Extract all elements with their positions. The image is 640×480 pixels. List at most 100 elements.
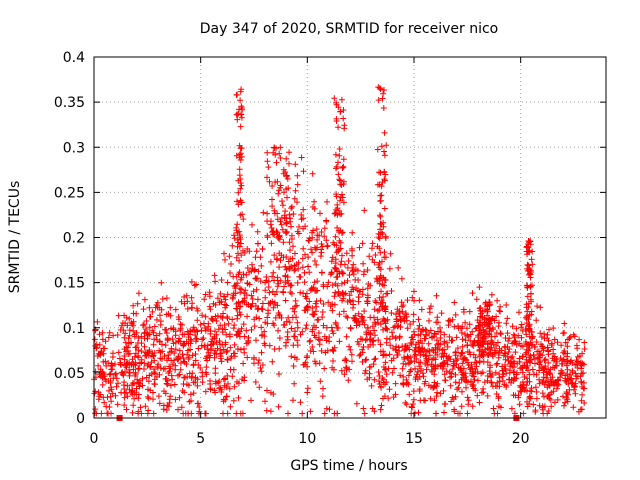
data-point xyxy=(206,303,213,310)
data-point xyxy=(129,409,136,416)
data-point xyxy=(279,202,286,209)
data-point xyxy=(221,382,228,389)
data-point xyxy=(431,330,438,337)
data-point xyxy=(229,242,236,249)
data-point xyxy=(151,357,158,364)
data-point xyxy=(324,347,331,354)
data-point xyxy=(248,292,255,299)
data-point xyxy=(437,335,444,341)
data-point xyxy=(153,373,160,380)
data-point xyxy=(424,362,431,369)
data-point xyxy=(252,275,259,282)
data-point xyxy=(487,364,494,371)
data-point xyxy=(331,344,338,351)
data-point xyxy=(378,288,384,295)
data-point xyxy=(453,334,460,341)
data-point xyxy=(376,381,383,387)
data-point xyxy=(364,292,371,299)
data-point xyxy=(137,377,143,384)
data-point xyxy=(564,366,571,373)
data-point xyxy=(224,279,231,286)
data-point xyxy=(292,266,299,273)
data-point xyxy=(180,342,187,349)
data-point xyxy=(106,371,113,378)
data-point xyxy=(239,211,246,218)
data-point xyxy=(478,389,485,396)
data-point xyxy=(370,337,377,344)
data-point xyxy=(204,346,211,353)
data-point xyxy=(281,283,287,290)
data-point xyxy=(332,210,339,216)
data-point xyxy=(578,379,585,386)
data-point xyxy=(459,388,465,395)
data-point xyxy=(422,326,429,333)
data-point xyxy=(386,351,393,358)
data-point xyxy=(331,210,338,217)
data-point xyxy=(99,336,106,343)
data-point xyxy=(294,337,301,344)
data-point xyxy=(282,297,289,304)
data-point xyxy=(428,303,434,310)
data-point xyxy=(461,355,468,362)
data-point xyxy=(315,316,322,323)
data-point xyxy=(290,397,296,404)
data-point xyxy=(264,387,270,394)
data-point xyxy=(142,403,149,410)
data-point xyxy=(459,343,466,350)
data-point xyxy=(324,243,331,250)
data-point xyxy=(283,318,290,325)
data-point xyxy=(364,325,371,332)
data-point xyxy=(275,327,281,334)
data-point xyxy=(329,254,336,261)
data-point xyxy=(237,185,244,192)
data-point xyxy=(141,335,148,342)
data-point xyxy=(381,249,388,256)
data-point xyxy=(274,274,281,281)
data-point xyxy=(214,295,221,302)
data-point xyxy=(192,332,199,338)
data-point xyxy=(564,343,571,350)
data-point xyxy=(467,366,474,373)
data-point xyxy=(261,340,268,347)
data-point xyxy=(167,382,174,389)
data-point xyxy=(413,371,420,378)
data-point xyxy=(318,269,325,276)
data-point xyxy=(410,318,417,325)
data-point xyxy=(386,265,393,272)
data-point xyxy=(310,284,317,291)
data-point xyxy=(523,382,530,389)
chart-title: Day 347 of 2020, SRMTID for receiver nic… xyxy=(200,21,498,37)
data-point xyxy=(429,346,435,353)
data-point xyxy=(123,389,130,396)
data-point xyxy=(160,406,167,413)
data-point xyxy=(332,233,339,240)
data-point xyxy=(238,153,245,160)
data-point xyxy=(185,347,192,354)
data-point xyxy=(411,347,418,354)
data-point xyxy=(270,304,277,311)
data-point xyxy=(277,182,284,189)
y-tick-label: 0.15 xyxy=(54,276,85,292)
data-point xyxy=(95,362,102,369)
data-point xyxy=(277,155,284,161)
data-point xyxy=(528,256,535,263)
data-point xyxy=(458,329,465,336)
data-point xyxy=(488,291,495,298)
data-point xyxy=(422,378,429,385)
data-point xyxy=(197,365,204,371)
data-point xyxy=(182,374,189,381)
data-point xyxy=(319,309,326,315)
data-point xyxy=(249,261,255,268)
x-tick-label: 20 xyxy=(512,431,530,447)
data-point xyxy=(530,401,537,408)
data-point xyxy=(316,360,323,367)
data-point xyxy=(345,377,352,384)
data-point xyxy=(314,236,321,243)
data-point xyxy=(565,336,571,343)
data-point xyxy=(209,315,216,322)
data-point xyxy=(264,320,271,327)
data-point xyxy=(506,346,513,353)
data-point xyxy=(270,391,277,397)
data-point xyxy=(253,286,260,293)
data-point xyxy=(525,262,532,269)
